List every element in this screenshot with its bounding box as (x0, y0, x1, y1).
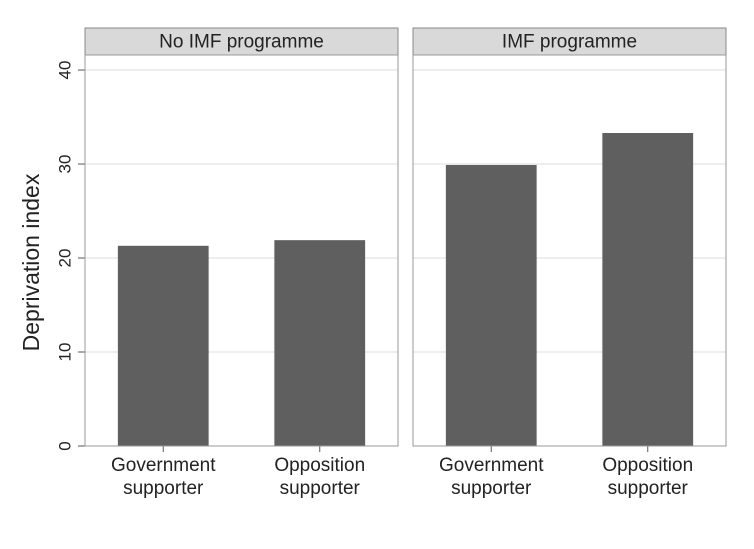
panel-border (412, 54, 727, 447)
x-tick-label: Government supporter (110, 455, 216, 499)
y-tick-label: 20 (55, 249, 74, 268)
facet-strip (84, 27, 399, 56)
y-tick-label: 40 (55, 61, 74, 80)
facet-strip (412, 27, 727, 56)
y-tick-label: 10 (55, 343, 74, 362)
bar (117, 245, 209, 446)
x-tick-label: Opposition supporter (602, 455, 694, 499)
facet-title: No IMF programme (159, 32, 324, 53)
y-tick-label: 0 (55, 441, 74, 450)
bar (445, 164, 537, 446)
panel-border (84, 54, 399, 447)
bar (274, 240, 366, 446)
facet-title: IMF programme (502, 32, 637, 53)
bar (602, 133, 694, 446)
y-tick-label: 30 (55, 155, 74, 174)
x-tick-label: Government supporter (438, 455, 544, 499)
x-tick-label: Opposition supporter (274, 455, 366, 499)
y-axis-title: Deprivation index (18, 173, 44, 351)
